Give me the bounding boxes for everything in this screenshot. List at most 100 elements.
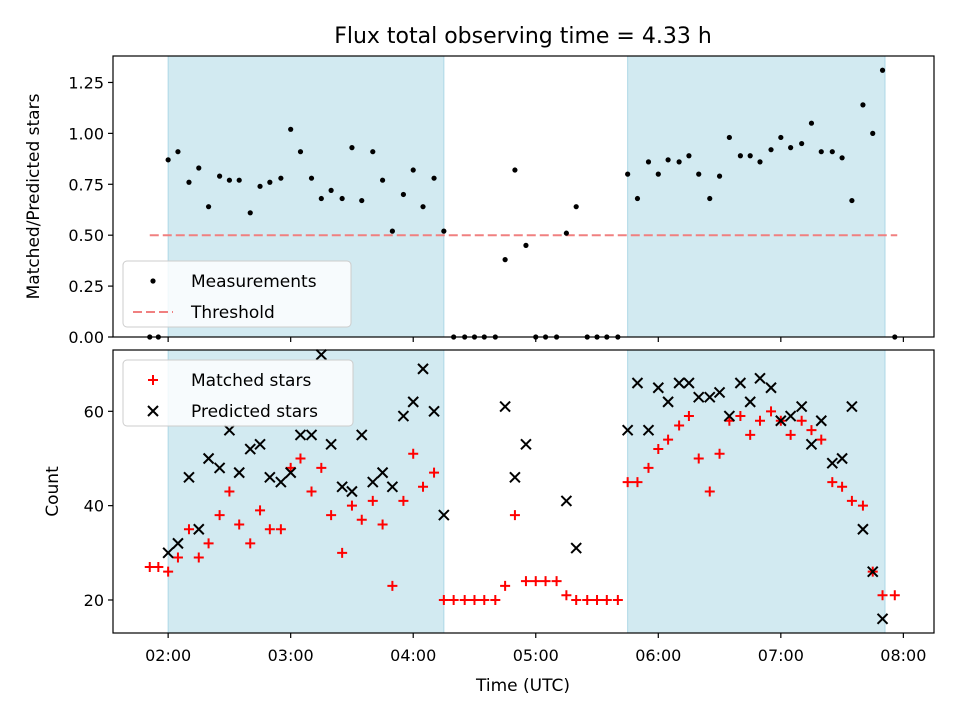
matched-stars-point [490, 594, 501, 605]
legend-marker-swatch [147, 405, 159, 417]
matched-stars-point [754, 415, 765, 426]
predicted-stars-point [386, 481, 399, 493]
measurements-point [502, 257, 508, 263]
matched-stars-point [704, 486, 715, 497]
predicted-stars-point [765, 382, 777, 394]
legend-box [122, 260, 352, 328]
legend-top: Measurements Threshold [122, 260, 352, 328]
predicted-stars-point [723, 410, 736, 422]
measurements-point [339, 195, 345, 202]
matched-stars-point [766, 406, 777, 417]
bottom-panel: 20 40 60 02:00 03:00 04:00 05:00 06:00 07:00 08:0… [43, 349, 935, 665]
predicted-stars-point [621, 424, 634, 436]
matched-stars-point [326, 510, 337, 521]
measurements-point [737, 153, 743, 159]
predicted-stars-point [509, 471, 521, 484]
measurements-point [716, 173, 723, 179]
matched-stars-point [582, 594, 593, 605]
measurements-point [236, 177, 242, 183]
matched-stars-point [601, 594, 612, 605]
matched-stars-point [816, 434, 827, 445]
measurements-point [186, 179, 192, 185]
measurements-point [523, 242, 529, 248]
matched-stars-point [163, 566, 174, 577]
y-axis-label-top: Matched/Predicted stars [24, 93, 44, 299]
predicted-stars-point [397, 410, 410, 422]
measurements-point [686, 153, 692, 159]
predicted-stars-point [244, 443, 256, 455]
measurements-point [860, 102, 866, 108]
matched-stars-point [632, 477, 643, 488]
matched-stars-point [857, 500, 868, 511]
matched-stars-point [295, 453, 306, 464]
predicted-stars-point [570, 542, 582, 554]
predicted-stars-point [162, 547, 174, 559]
x-tick-label: 08:00 [880, 646, 926, 665]
matched-stars-point [796, 415, 807, 426]
matched-stars-point [245, 538, 256, 549]
predicted-stars-point [520, 438, 532, 451]
matched-stars-point [429, 467, 440, 478]
x-tick-label: 04:00 [390, 646, 436, 665]
matched-stars-point [837, 481, 848, 492]
predicted-stars-point [867, 565, 879, 578]
measurements-point [370, 149, 376, 155]
matched-stars-point [346, 500, 357, 511]
measurements-point [328, 187, 334, 193]
predicted-stars-point [254, 438, 266, 451]
predicted-stars-point [744, 396, 756, 408]
predicted-stars-point [754, 372, 766, 385]
predicted-stars-point [356, 429, 368, 441]
measurements-point [563, 230, 569, 236]
predicted-stars-point [784, 410, 797, 422]
predicted-stars-point [336, 481, 348, 493]
y-tick-label: 1.00 [68, 124, 104, 143]
measurements-point [247, 210, 253, 216]
measurements-point [696, 171, 702, 177]
predicted-stars-point [704, 391, 716, 403]
measurements-point [165, 157, 171, 163]
predicted-stars-point [428, 405, 440, 418]
measurements-point [308, 175, 315, 181]
measurements-point [839, 155, 845, 161]
matched-stars-point [438, 594, 449, 605]
predicted-stars-point [407, 396, 419, 408]
measurements-point [799, 140, 805, 147]
matched-stars-point [306, 486, 317, 497]
predicted-stars-point [662, 396, 674, 408]
predicted-stars-point [652, 382, 664, 394]
observing-window-top-2 [627, 55, 886, 338]
predicted-stars-point [876, 613, 889, 625]
matched-stars-point [889, 590, 900, 601]
predicted-stars-point [315, 349, 328, 361]
predicted-stars-point [805, 438, 818, 451]
legend-label: Matched stars [191, 371, 311, 391]
legend-marker-swatch [148, 375, 158, 385]
measurements-point [297, 149, 304, 155]
matched-stars-point [674, 420, 685, 431]
matched-stars-point [663, 434, 674, 445]
y-tick-label: 0.25 [68, 277, 104, 296]
matched-stars-point [643, 462, 654, 473]
measurements-point [645, 159, 652, 165]
matched-stars-point [479, 594, 490, 605]
x-tick-label: 07:00 [758, 646, 804, 665]
observing-window-bottom-2 [627, 349, 886, 634]
predicted-stars-point [202, 452, 215, 465]
matched-stars-point [144, 561, 155, 572]
measurements-point [349, 145, 355, 151]
predicted-stars-point [233, 466, 245, 479]
chart-title: Flux total observing time = 4.33 h [334, 24, 712, 49]
y-tick-label: 0.75 [68, 175, 104, 194]
measurements-point [278, 175, 284, 181]
matched-stars-point [714, 448, 725, 459]
matched-stars-point [337, 547, 348, 558]
matched-stars-point [612, 594, 623, 605]
measurements-point [512, 167, 518, 173]
matched-stars-point [264, 524, 275, 535]
x-tick-label: 02:00 [145, 646, 191, 665]
matched-stars-point [653, 444, 664, 455]
x-tick-label: 03:00 [268, 646, 314, 665]
axes-frame-bottom [112, 349, 935, 634]
